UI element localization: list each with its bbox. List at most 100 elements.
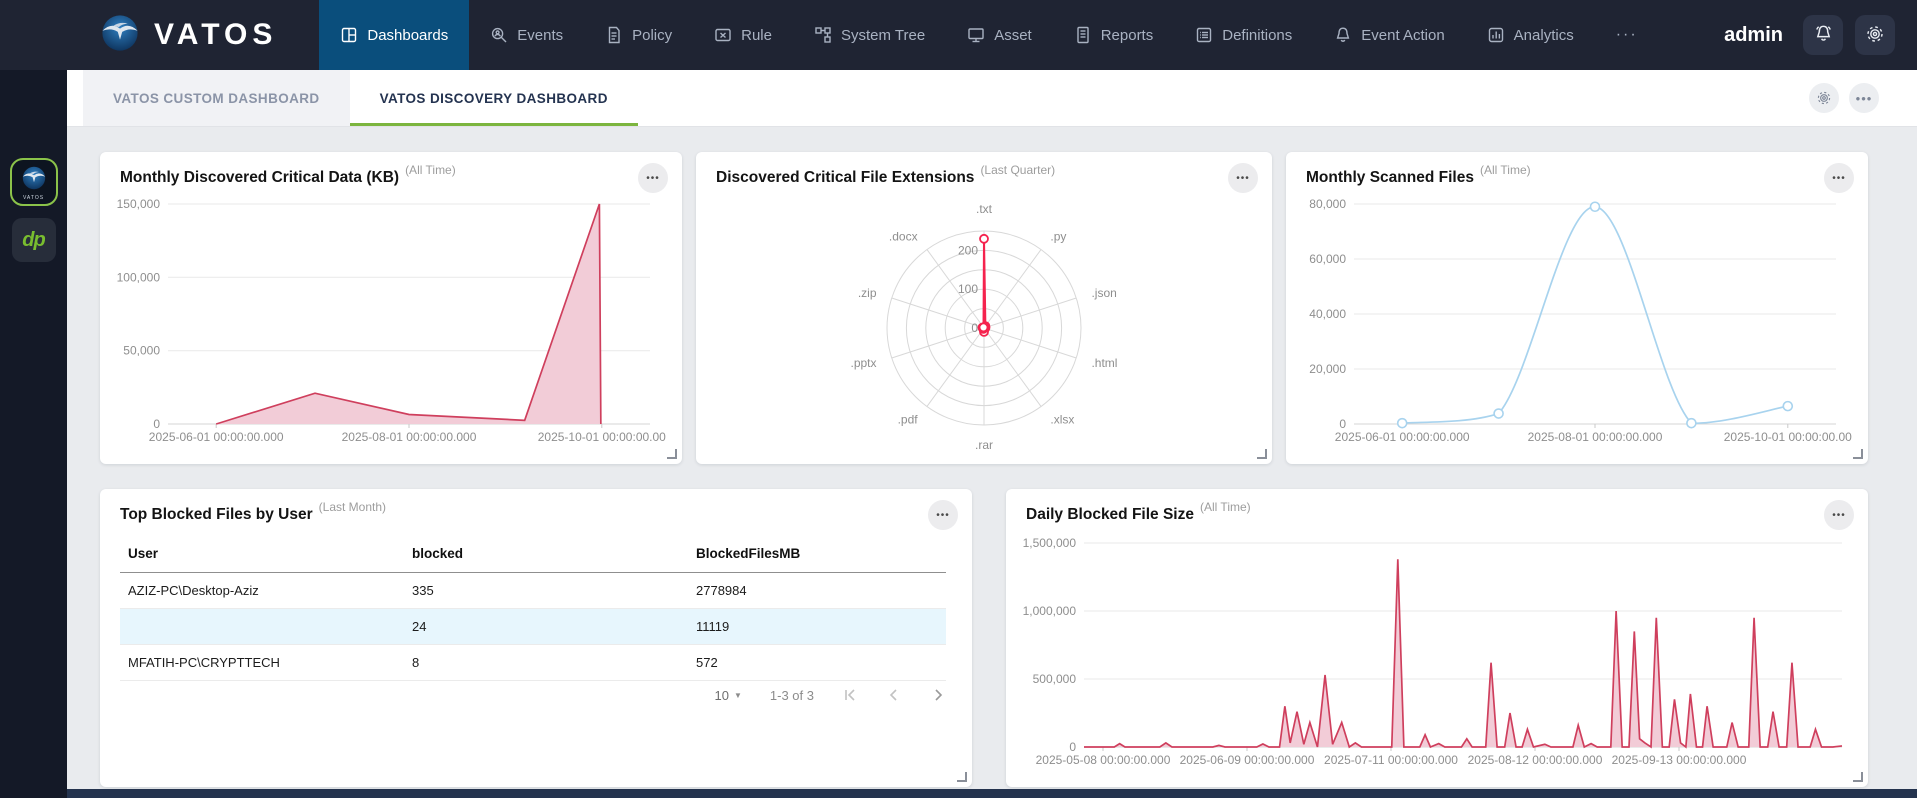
- rows-per-page-select[interactable]: 10 ▼: [714, 687, 742, 703]
- reports-icon: [1074, 26, 1092, 44]
- table-cell: 11119: [688, 608, 946, 645]
- main-nav: Dashboards Events Policy Rule System Tree Ass…: [319, 0, 1658, 70]
- resize-handle[interactable]: [1257, 449, 1267, 459]
- svg-text:.zip: .zip: [858, 286, 877, 300]
- tab-vatos-discovery-dashboard[interactable]: VATOS DISCOVERY DASHBOARD: [349, 70, 638, 126]
- card-period: (All Time): [1199, 500, 1251, 514]
- nav-item-asset[interactable]: Asset: [946, 0, 1053, 70]
- svg-text:80,000: 80,000: [1309, 197, 1346, 211]
- card-menu-button[interactable]: [1824, 163, 1854, 193]
- card-title: Monthly Discovered Critical Data (KB): [120, 169, 400, 186]
- dashboard-content: Monthly Discovered Critical Data (KB) (A…: [67, 127, 1917, 789]
- blocked-files-table: User blocked BlockedFilesMB AZIZ-PC\Deskto…: [120, 535, 946, 681]
- svg-text:0: 0: [153, 417, 160, 431]
- chevron-left-icon: [889, 689, 897, 701]
- resize-handle[interactable]: [957, 772, 967, 782]
- svg-text:100,000: 100,000: [117, 270, 161, 284]
- vatos-mini-label: VATOS: [22, 194, 45, 201]
- table-row[interactable]: 24 11119: [120, 608, 946, 645]
- svg-text:0: 0: [1339, 417, 1346, 431]
- svg-text:.json: .json: [1091, 286, 1116, 300]
- card-title: Top Blocked Files by User: [120, 506, 313, 523]
- svg-text:.docx: .docx: [889, 230, 918, 244]
- card-title: Daily Blocked File Size: [1026, 506, 1194, 523]
- sidebar-item-vatos[interactable]: VATOS: [9, 158, 58, 206]
- table-cell: AZIZ-PC\Desktop-Aziz: [120, 572, 404, 609]
- dashboard-more-button[interactable]: •••: [1849, 83, 1879, 113]
- rule-icon: [714, 26, 732, 44]
- svg-text:2025-06-01 00:00:00.000: 2025-06-01 00:00:00.000: [1335, 430, 1470, 444]
- nav-item-dashboards[interactable]: Dashboards: [319, 0, 470, 70]
- first-page-icon: [845, 689, 855, 701]
- card-monthly-discovered-critical-data: Monthly Discovered Critical Data (KB) (A…: [100, 152, 682, 464]
- svg-text:0: 0: [1069, 740, 1076, 754]
- dashboard-tabstrip: VATOS CUSTOM DASHBOARD VATOS DISCOVERY D…: [67, 70, 1917, 127]
- file-extensions-radar-chart: .txt .py .json .html .xlsx .rar .pdf .pptx .zip.…: [706, 192, 1262, 460]
- user-name[interactable]: admin: [1724, 23, 1783, 46]
- more-horizontal-icon: ···: [1615, 26, 1638, 43]
- tabstrip-actions: •••: [1809, 70, 1917, 126]
- svg-text:2025-08-01 00:00:00.000: 2025-08-01 00:00:00.000: [1528, 430, 1663, 444]
- nav-item-reports[interactable]: Reports: [1053, 0, 1175, 70]
- notification-bell-icon: [1814, 24, 1833, 46]
- card-period: (Last Month): [318, 500, 387, 514]
- brand[interactable]: VATOS: [98, 0, 277, 70]
- next-page-button[interactable]: [930, 687, 946, 703]
- vatos-logo-icon: [98, 11, 142, 60]
- nav-item-label: System Tree: [840, 26, 926, 44]
- events-icon: [490, 26, 508, 44]
- policy-icon: [605, 26, 623, 44]
- brand-name: VATOS: [154, 18, 278, 51]
- card-menu-button[interactable]: [1824, 500, 1854, 530]
- svg-text:.html: .html: [1091, 356, 1117, 370]
- svg-text:2025-06-01 00:00:00.000: 2025-06-01 00:00:00.000: [149, 430, 284, 444]
- nav-item-analytics[interactable]: Analytics: [1466, 0, 1595, 70]
- settings-button[interactable]: [1855, 15, 1895, 55]
- table-row[interactable]: AZIZ-PC\Desktop-Aziz 335 2778984: [120, 572, 946, 609]
- table-row[interactable]: MFATIH-PC\CRYPTTECH 8 572: [120, 644, 946, 681]
- dashboard-settings-button[interactable]: [1809, 83, 1839, 113]
- card-menu-button[interactable]: [638, 163, 668, 193]
- nav-item-label: Reports: [1100, 26, 1154, 44]
- nav-item-label: Definitions: [1222, 26, 1293, 44]
- pagination-range-label: 1-3 of 3: [769, 687, 814, 703]
- svg-text:500,000: 500,000: [1033, 672, 1077, 686]
- caret-down-icon: ▼: [733, 690, 742, 700]
- card-daily-blocked-file-size: Daily Blocked File Size (All Time) 1,500…: [1006, 489, 1868, 787]
- nav-item-more[interactable]: ···: [1595, 0, 1659, 70]
- svg-text:2025-09-13 00:00:00.000: 2025-09-13 00:00:00.000: [1612, 753, 1747, 767]
- nav-item-event-action[interactable]: Event Action: [1313, 0, 1465, 70]
- svg-text:0: 0: [971, 321, 978, 335]
- tab-vatos-custom-dashboard[interactable]: VATOS CUSTOM DASHBOARD: [83, 70, 350, 126]
- nav-item-policy[interactable]: Policy: [584, 0, 693, 70]
- prev-page-button[interactable]: [886, 687, 902, 703]
- sidebar-item-dp[interactable]: dp: [11, 218, 56, 262]
- svg-text:1,500,000: 1,500,000: [1023, 536, 1077, 550]
- table-pagination: 10 ▼ 1-3 of 3: [120, 687, 946, 703]
- resize-handle[interactable]: [667, 449, 677, 459]
- nav-item-events[interactable]: Events: [469, 0, 584, 70]
- svg-text:50,000: 50,000: [123, 344, 160, 358]
- resize-handle[interactable]: [1853, 772, 1863, 782]
- card-title: Monthly Scanned Files: [1306, 169, 1474, 186]
- app-sidebar: VATOS dp: [0, 70, 67, 798]
- system-tree-icon: [814, 26, 832, 44]
- column-header-blocked: blocked: [404, 535, 688, 573]
- notifications-button[interactable]: [1803, 15, 1843, 55]
- gear-icon: [1815, 89, 1833, 107]
- first-page-button[interactable]: [842, 687, 858, 703]
- analytics-icon: [1487, 26, 1505, 44]
- card-menu-button[interactable]: [928, 500, 958, 530]
- dp-logo-icon: dp: [22, 228, 45, 251]
- nav-item-definitions[interactable]: Definitions: [1174, 0, 1313, 70]
- nav-item-rule[interactable]: Rule: [693, 0, 793, 70]
- svg-text:.py: .py: [1050, 230, 1066, 244]
- nav-item-label: Events: [517, 26, 564, 44]
- resize-handle[interactable]: [1853, 449, 1863, 459]
- card-menu-button[interactable]: [1228, 163, 1258, 193]
- nav-item-system-tree[interactable]: System Tree: [793, 0, 946, 70]
- svg-text:100: 100: [958, 282, 978, 296]
- table-cell: MFATIH-PC\CRYPTTECH: [120, 644, 404, 681]
- svg-text:.rar: .rar: [975, 438, 993, 452]
- card-period: (All Time): [405, 163, 456, 177]
